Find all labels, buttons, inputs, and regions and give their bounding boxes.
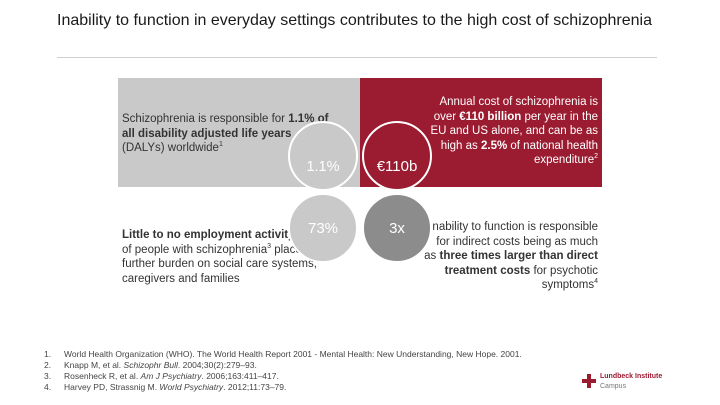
cost-bold-1: €110 billion — [459, 110, 522, 123]
reference-text: Harvey PD, Strassnig M. — [64, 382, 160, 392]
reference-number: 1. — [44, 349, 52, 359]
reference-number: 3. — [44, 371, 52, 381]
references-list: 1. World Health Organization (WHO). The W… — [44, 349, 604, 393]
reference-citation: . 2004;30(2):279–93. — [177, 360, 257, 370]
annual-cost-circle: €110b — [362, 121, 432, 191]
cost-bold-2: 2.5% — [480, 139, 508, 152]
reference-item: 3. Rosenheck R, et al. Am J Psychiatry. 2… — [44, 371, 604, 382]
employment-bold: Little to no employment activity — [122, 229, 295, 241]
reference-item: 4. Harvey PD, Strassnig M. World Psychiat… — [44, 382, 604, 393]
daly-text-2: (DALYs) worldwide — [122, 142, 219, 154]
indirect-bold: three times larger than direct treatment… — [439, 250, 599, 277]
cost-text-2: per year in the EU and US alone, and can… — [430, 110, 598, 152]
reference-journal: Schizophr Bull — [123, 360, 178, 370]
reference-text: Rosenheck R, et al. — [64, 371, 141, 381]
daly-ref: 1 — [218, 141, 223, 149]
daly-text-1: Schizophrenia is responsible for — [122, 113, 289, 125]
cost-text-3: of national health expenditure — [507, 139, 598, 167]
indirect-cost-statement: Inability to function is responsible for… — [422, 220, 598, 293]
cost-text-1: Annual cost of schizophrenia is over — [433, 96, 598, 123]
reference-journal: World Psychiatry — [159, 382, 224, 392]
cost-multiplier-circle: 3x — [362, 193, 432, 263]
reference-journal: Am J Psychiatry — [140, 371, 202, 381]
reference-text: Knapp M, et al. — [64, 360, 124, 370]
slide-title: Inability to function in everyday settin… — [57, 12, 653, 29]
annual-cost-statement: Annual cost of schizophrenia is over €11… — [422, 95, 598, 168]
lundbeck-logo: Lundbeck Institute Campus — [582, 372, 692, 394]
logo-subtitle: Campus — [600, 383, 627, 390]
indirect-text-1: Inability to function is responsible for… — [424, 221, 598, 262]
reference-text: World Health Organization (WHO). The Wor… — [64, 349, 522, 359]
reference-item: 1. World Health Organization (WHO). The W… — [44, 349, 604, 360]
indirect-ref: 4 — [594, 278, 598, 286]
daly-statement: Schizophrenia is responsible for 1.1% of… — [122, 112, 332, 156]
title-divider — [57, 57, 657, 58]
reference-citation: . 2012;11:73–79. — [223, 382, 287, 392]
reference-number: 4. — [44, 382, 52, 392]
logo-mark-icon — [582, 374, 596, 388]
daly-percent-circle: 1.1% — [288, 121, 358, 191]
employment-percent-circle: 73% — [288, 193, 358, 263]
employment-ref: 3 — [267, 242, 272, 250]
reference-item: 2. Knapp M, et al. Schizophr Bull. 2004;3… — [44, 360, 604, 371]
reference-citation: . 2006;163:411–417. — [201, 371, 279, 381]
logo-name: Lundbeck Institute — [600, 373, 663, 380]
reference-number: 2. — [44, 360, 52, 370]
indirect-text-2: for psychotic symptoms — [530, 264, 598, 292]
cost-ref: 2 — [594, 153, 598, 161]
